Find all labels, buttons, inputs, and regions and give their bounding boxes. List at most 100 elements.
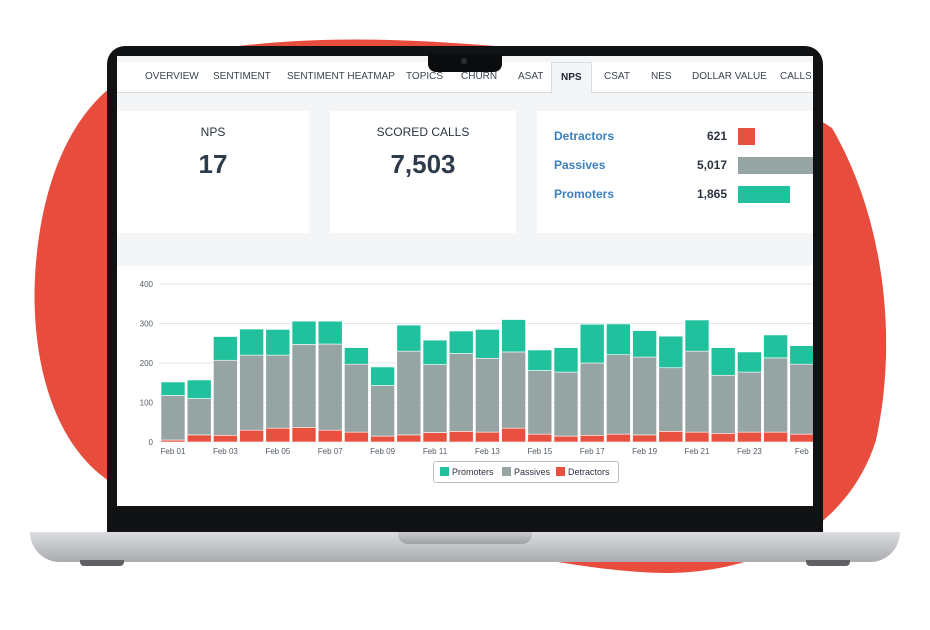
bar-segment-promoters (710, 347, 736, 376)
bar-segment-detractors (291, 427, 317, 443)
bar-segment-promoters (579, 323, 605, 364)
legend-label-promoters: Promoters (452, 467, 494, 477)
chart-legend: Promoters Passives Detractors (433, 461, 619, 483)
bar-segment-passives (160, 395, 186, 441)
bar-segment-promoters (684, 319, 710, 352)
detractors-label: Detractors (554, 129, 615, 143)
bar-segment-passives (553, 371, 579, 437)
bar-segment-passives (501, 351, 526, 429)
bar-segment-promoters (317, 320, 343, 345)
nps-value: 17 (198, 149, 228, 179)
tab-asat[interactable]: ASAT (518, 71, 544, 82)
tab-calls[interactable]: CALLS (780, 71, 812, 82)
bar-segment-passives (448, 353, 474, 432)
app-screen: OVERVIEW SENTIMENT SENTIMENT HEATMAP TOP… (117, 56, 813, 506)
bar-segment-passives (370, 385, 395, 437)
tab-churn[interactable]: CHURN (461, 71, 498, 82)
tab-overview[interactable]: OVERVIEW (145, 71, 199, 82)
legend-label-detractors: Detractors (568, 467, 610, 477)
bar-segment-passives (763, 357, 788, 433)
laptop-foot-left (80, 560, 124, 566)
bar-segment-promoters (632, 330, 657, 358)
bar-segment-passives (396, 350, 422, 436)
x-tick-label: Feb 23 (737, 447, 762, 456)
x-tick-label: Feb 13 (475, 447, 500, 456)
bar-segment-detractors (344, 431, 369, 443)
bar-segment-promoters (265, 329, 291, 356)
legend-item-passives[interactable]: Passives (502, 466, 550, 478)
bar-segment-detractors (475, 431, 500, 443)
legend-swatch-promoters (440, 467, 449, 476)
bar-segment-detractors (684, 431, 710, 443)
x-tick-label: Feb 15 (527, 447, 552, 456)
tab-csat[interactable]: CSAT (604, 71, 630, 82)
bar-segment-promoters (658, 335, 684, 369)
bar-segment-detractors (448, 431, 474, 443)
y-tick-label: 200 (140, 359, 154, 368)
bar-segment-passives (291, 344, 317, 428)
bar-segment-passives (213, 359, 238, 436)
tab-sentiment-heatmap[interactable]: SENTIMENT HEATMAP (287, 71, 395, 82)
bar-segment-passives (658, 367, 684, 432)
bar-segment-promoters (422, 339, 448, 365)
y-tick-label: 100 (140, 399, 154, 408)
passives-label: Passives (554, 158, 606, 172)
bar-segment-detractors (553, 435, 579, 443)
bar-segment-detractors (501, 427, 526, 443)
bar-segment-detractors (632, 434, 657, 443)
scored-calls-card: SCORED CALLS 7,503 (330, 111, 516, 233)
y-tick-label: 400 (140, 280, 154, 289)
bar-segment-passives (710, 374, 736, 434)
tab-nps[interactable]: NPS (551, 62, 592, 94)
tab-dollar-value[interactable]: DOLLAR VALUE (692, 71, 767, 82)
bar-segment-detractors (213, 434, 238, 443)
bar-segment-detractors (422, 432, 448, 443)
scored-calls-value: 7,503 (390, 149, 456, 179)
bar-segment-passives (475, 357, 500, 433)
x-tick-label: Feb 21 (685, 447, 710, 456)
nps-label: NPS (200, 125, 226, 139)
bar-segment-promoters (448, 330, 474, 354)
bar-segment-passives (789, 363, 813, 435)
y-tick-label: 300 (140, 320, 154, 329)
bar-segment-promoters (737, 351, 762, 373)
laptop-opening-lip (398, 532, 532, 544)
bar-segment-promoters (501, 319, 526, 353)
bar-segment-detractors (658, 431, 684, 443)
bar-segment-passives (527, 370, 553, 435)
bar-segment-detractors (737, 431, 762, 443)
promoters-bar (738, 186, 790, 203)
nps-trend-chart-panel: 0 100 200 300 400 Feb 01 Feb 03 Feb 05 Feb 07 Feb… (117, 266, 813, 506)
nps-card: NPS 17 (117, 111, 309, 233)
legend-item-promoters[interactable]: Promoters (440, 466, 494, 478)
bar-segment-detractors (370, 435, 395, 443)
bar-segment-passives (579, 362, 605, 436)
y-tick-label: 0 (149, 438, 154, 447)
x-tick-label: Feb 05 (265, 447, 290, 456)
tab-sentiment[interactable]: SENTIMENT (213, 71, 271, 82)
bar-segment-detractors (317, 429, 343, 443)
detractors-bar (738, 128, 755, 145)
laptop-notch (428, 54, 502, 72)
tab-nes[interactable]: NES (651, 71, 672, 82)
bar-segment-detractors (239, 429, 264, 443)
nps-stacked-bar-chart: 0 100 200 300 400 Feb 01 Feb 03 Feb 05 Feb 07 Feb… (140, 280, 813, 456)
bar-segment-detractors (763, 431, 788, 443)
legend-swatch-passives (502, 467, 511, 476)
bar-segment-detractors (789, 433, 813, 443)
x-tick-label: Feb 17 (580, 447, 605, 456)
tab-topics[interactable]: TOPICS (406, 71, 444, 82)
bar-segment-promoters (763, 334, 788, 359)
bar-segment-promoters (213, 336, 238, 361)
detractors-count: 621 (706, 129, 727, 143)
bar-segment-detractors (710, 433, 736, 443)
bar-segment-promoters (160, 381, 186, 396)
bar-segment-passives (422, 364, 448, 433)
x-tick-label: Feb 01 (161, 447, 186, 456)
x-tick-label: Feb (795, 447, 809, 456)
bar-segment-detractors (265, 427, 291, 443)
bar-segment-promoters (606, 323, 631, 356)
legend-item-detractors[interactable]: Detractors (556, 466, 610, 478)
bar-segment-promoters (239, 328, 264, 356)
bar-segment-passives (317, 343, 343, 431)
